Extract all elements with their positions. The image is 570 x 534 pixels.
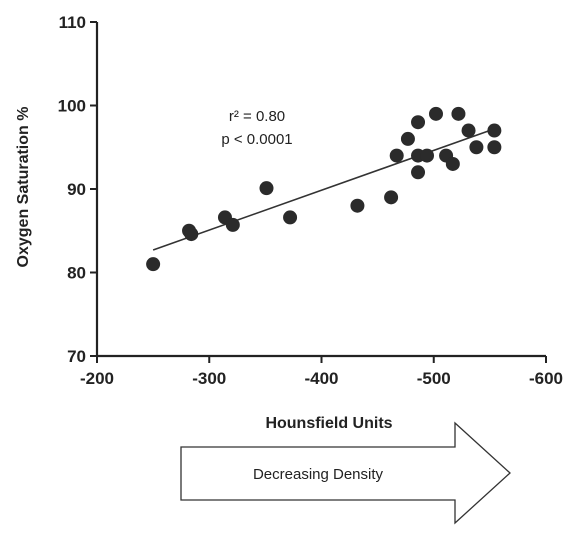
- data-point: [225, 217, 240, 232]
- data-point: [389, 148, 404, 163]
- r-squared-annotation: r² = 0.80: [229, 108, 285, 125]
- data-point: [259, 181, 274, 196]
- regression-line: [152, 128, 495, 251]
- data-point: [469, 140, 484, 155]
- density-arrow: [180, 421, 511, 525]
- axes: 70 80 90 100 110 -200 -300 -400 -500 -600: [58, 13, 563, 388]
- y-tick-label: 80: [67, 264, 86, 283]
- regression-line-group: [152, 128, 495, 251]
- p-value-annotation: p < 0.0001: [221, 131, 292, 148]
- x-tick-label: -600: [529, 369, 563, 388]
- data-point: [420, 148, 435, 163]
- x-tick-label: -300: [192, 369, 226, 388]
- data-point: [445, 156, 460, 171]
- data-point: [384, 190, 399, 205]
- y-tick-label: 110: [59, 13, 86, 32]
- data-point: [283, 210, 298, 225]
- data-point: [411, 165, 426, 180]
- data-point: [451, 106, 466, 121]
- data-points: [146, 106, 502, 272]
- x-tick-label: -200: [80, 369, 114, 388]
- data-point: [461, 123, 476, 138]
- x-tick-label: -400: [304, 369, 338, 388]
- data-point: [350, 198, 365, 213]
- data-point: [184, 227, 199, 242]
- x-axis-title: Hounsfield Units: [265, 415, 392, 432]
- data-point: [400, 131, 415, 146]
- data-point: [146, 257, 161, 272]
- y-tick-label: 100: [58, 97, 86, 116]
- y-tick-label: 70: [67, 347, 86, 366]
- data-point: [428, 106, 443, 121]
- y-axis-title: Oxygen Saturation %: [15, 107, 32, 268]
- data-point: [487, 140, 502, 155]
- data-point: [487, 123, 502, 138]
- density-arrow-label: Decreasing Density: [253, 466, 384, 483]
- y-tick-label: 90: [67, 180, 86, 199]
- data-point: [411, 115, 426, 130]
- x-tick-label: -500: [417, 369, 451, 388]
